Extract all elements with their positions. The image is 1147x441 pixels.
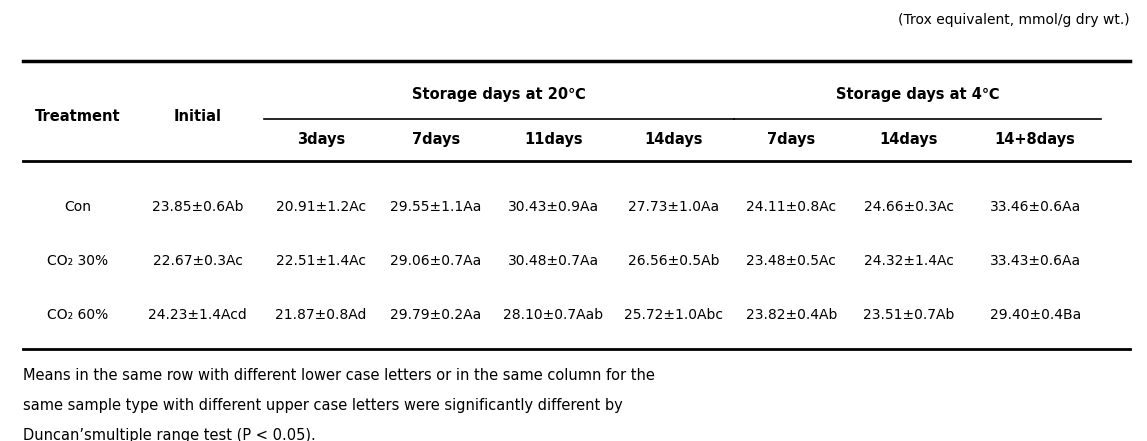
Text: CO₂ 60%: CO₂ 60% bbox=[47, 308, 108, 322]
Text: 14days: 14days bbox=[880, 132, 938, 147]
Text: Con: Con bbox=[64, 200, 91, 214]
Text: 7days: 7days bbox=[412, 132, 460, 147]
Text: 24.66±0.3Ac: 24.66±0.3Ac bbox=[864, 200, 954, 214]
Text: 24.11±0.8Ac: 24.11±0.8Ac bbox=[747, 200, 836, 214]
Text: 33.46±0.6Aa: 33.46±0.6Aa bbox=[990, 200, 1080, 214]
Text: 27.73±1.0Aa: 27.73±1.0Aa bbox=[629, 200, 719, 214]
Text: 22.67±0.3Ac: 22.67±0.3Ac bbox=[153, 254, 243, 268]
Text: 11days: 11days bbox=[524, 132, 583, 147]
Text: Initial: Initial bbox=[174, 109, 221, 124]
Text: 14+8days: 14+8days bbox=[994, 132, 1076, 147]
Text: 30.48±0.7Aa: 30.48±0.7Aa bbox=[508, 254, 599, 268]
Text: 24.32±1.4Ac: 24.32±1.4Ac bbox=[864, 254, 954, 268]
Text: 24.23±1.4Acd: 24.23±1.4Acd bbox=[148, 308, 248, 322]
Text: 28.10±0.7Aab: 28.10±0.7Aab bbox=[504, 308, 603, 322]
Text: same sample type with different upper case letters were significantly different : same sample type with different upper ca… bbox=[23, 398, 623, 413]
Text: 23.48±0.5Ac: 23.48±0.5Ac bbox=[747, 254, 836, 268]
Text: 29.40±0.4Ba: 29.40±0.4Ba bbox=[990, 308, 1080, 322]
Text: 30.43±0.9Aa: 30.43±0.9Aa bbox=[508, 200, 599, 214]
Text: 25.72±1.0Abc: 25.72±1.0Abc bbox=[624, 308, 724, 322]
Text: 14days: 14days bbox=[645, 132, 703, 147]
Text: 23.82±0.4Ab: 23.82±0.4Ab bbox=[746, 308, 837, 322]
Text: 23.85±0.6Ab: 23.85±0.6Ab bbox=[153, 200, 243, 214]
Text: 23.51±0.7Ab: 23.51±0.7Ab bbox=[864, 308, 954, 322]
Text: 3days: 3days bbox=[297, 132, 345, 147]
Text: 21.87±0.8Ad: 21.87±0.8Ad bbox=[275, 308, 367, 322]
Text: 33.43±0.6Aa: 33.43±0.6Aa bbox=[990, 254, 1080, 268]
Text: 29.55±1.1Aa: 29.55±1.1Aa bbox=[390, 200, 482, 214]
Text: Storage days at 20℃: Storage days at 20℃ bbox=[412, 86, 586, 101]
Text: Treatment: Treatment bbox=[34, 109, 120, 124]
Text: CO₂ 30%: CO₂ 30% bbox=[47, 254, 108, 268]
Text: 22.51±1.4Ac: 22.51±1.4Ac bbox=[276, 254, 366, 268]
Text: Storage days at 4℃: Storage days at 4℃ bbox=[836, 86, 999, 101]
Text: (Trox equivalent, mmol/g dry wt.): (Trox equivalent, mmol/g dry wt.) bbox=[898, 12, 1130, 26]
Text: Means in the same row with different lower case letters or in the same column fo: Means in the same row with different low… bbox=[23, 368, 655, 383]
Text: 7days: 7days bbox=[767, 132, 816, 147]
Text: 29.79±0.2Aa: 29.79±0.2Aa bbox=[390, 308, 482, 322]
Text: Duncan’smultiple range test (P < 0.05).: Duncan’smultiple range test (P < 0.05). bbox=[23, 428, 315, 441]
Text: 29.06±0.7Aa: 29.06±0.7Aa bbox=[390, 254, 482, 268]
Text: 20.91±1.2Ac: 20.91±1.2Ac bbox=[276, 200, 366, 214]
Text: 26.56±0.5Ab: 26.56±0.5Ab bbox=[629, 254, 719, 268]
